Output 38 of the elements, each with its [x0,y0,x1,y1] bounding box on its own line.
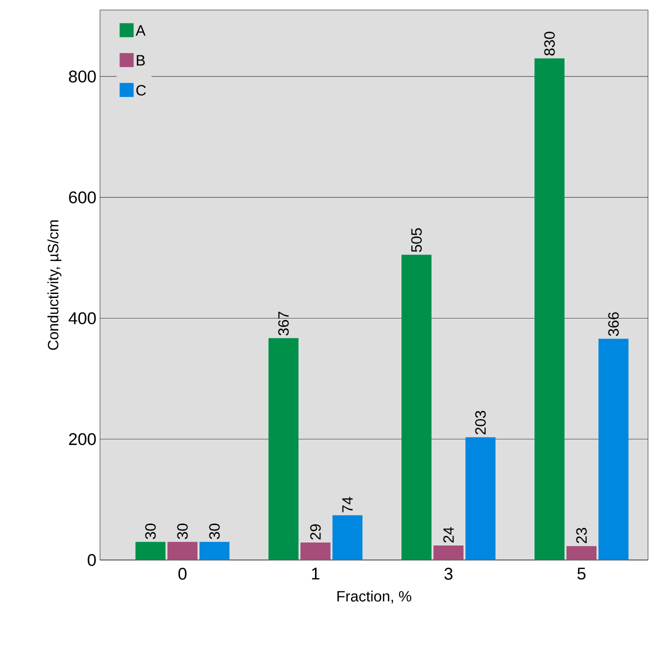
y-tick-label: 200 [69,433,96,446]
data-label: 367 [278,312,289,336]
data-label: 203 [475,410,486,434]
y-tick-label: 0 [88,554,96,566]
x-tick-label: 5 [577,568,586,580]
bar [167,542,198,560]
bar [135,542,166,560]
y-tick-label: 600 [69,191,96,204]
x-tick-label: 0 [178,568,187,580]
bar [268,338,298,560]
data-label: 505 [411,228,422,252]
data-label: 29 [310,524,321,540]
y-tick-label: 800 [68,70,96,82]
bar [433,545,464,560]
bar [566,546,596,560]
x-tick-label: 3 [444,568,452,580]
legend-label: C [136,84,146,96]
data-label: 30 [209,524,220,540]
y-axis-title: Conductivity, µS/cm [47,220,62,350]
bar [300,542,330,560]
legend-label: A [136,25,146,36]
data-label: 366 [608,312,619,336]
data-label: 23 [576,528,587,544]
x-tick-label: 1 [312,568,320,580]
bar [598,338,628,560]
data-label: 30 [177,524,188,540]
legend-label: B [136,55,145,66]
x-axis-title: Fraction, % [337,590,412,604]
data-label: 30 [145,524,156,540]
bar [465,437,496,560]
data-label: 24 [443,527,454,543]
data-label: 830 [544,32,555,56]
y-tick-label: 400 [68,312,96,324]
bar [534,58,565,560]
bar [332,515,362,560]
data-label: 74 [342,496,353,512]
bar [401,254,432,560]
bar [199,542,230,560]
